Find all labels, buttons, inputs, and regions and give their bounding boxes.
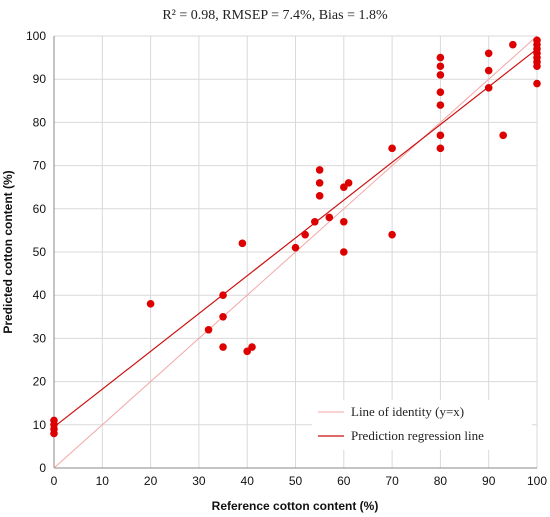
x-tick-label: 80 bbox=[434, 474, 448, 488]
y-tick-label: 100 bbox=[26, 29, 46, 43]
y-tick-label: 40 bbox=[33, 288, 47, 302]
series-lines bbox=[53, 35, 538, 469]
data-point bbox=[388, 144, 396, 153]
y-tick-label: 0 bbox=[39, 461, 46, 475]
data-point bbox=[315, 179, 324, 187]
y-tick-label: 20 bbox=[33, 375, 47, 389]
y-tick-label: 70 bbox=[33, 159, 47, 173]
data-point bbox=[315, 192, 324, 200]
x-tick-label: 30 bbox=[192, 474, 206, 488]
y-tick-label: 30 bbox=[33, 331, 47, 345]
data-point bbox=[499, 131, 507, 140]
x-tick-label: 40 bbox=[241, 474, 255, 488]
data-point bbox=[436, 131, 445, 140]
x-tick-label: 20 bbox=[144, 474, 158, 488]
data-point bbox=[146, 300, 155, 308]
data-point bbox=[509, 40, 517, 49]
data-point bbox=[311, 217, 319, 226]
data-point bbox=[533, 62, 541, 71]
x-tick-label: 10 bbox=[96, 474, 110, 488]
y-tick-label: 60 bbox=[33, 202, 47, 216]
data-point bbox=[484, 49, 493, 58]
legend-label: Line of identity (y=x) bbox=[351, 404, 464, 419]
data-point bbox=[325, 213, 334, 222]
data-point bbox=[340, 248, 348, 256]
chart-title: R² = 0.98, RMSEP = 7.4%, Bias = 1.8% bbox=[162, 8, 388, 23]
y-tick-label: 90 bbox=[33, 72, 47, 86]
data-point bbox=[219, 343, 227, 351]
legend-label: Prediction regression line bbox=[351, 428, 484, 443]
data-point bbox=[436, 88, 445, 96]
legend: Line of identity (y=x) Prediction regress… bbox=[312, 400, 532, 450]
x-tick-label: 50 bbox=[289, 474, 303, 488]
data-point bbox=[291, 243, 300, 252]
y-tick-label: 10 bbox=[33, 418, 47, 432]
data-point bbox=[340, 217, 348, 226]
data-point bbox=[436, 62, 445, 71]
y-tick-label: 80 bbox=[33, 115, 47, 129]
data-point bbox=[204, 325, 213, 334]
data-point bbox=[436, 101, 445, 109]
x-tick-label: 100 bbox=[527, 474, 547, 488]
data-point bbox=[243, 347, 251, 356]
data-point bbox=[484, 66, 493, 75]
x-axis-label: Reference cotton content (%) bbox=[212, 499, 379, 513]
data-point bbox=[388, 230, 396, 239]
data-point bbox=[315, 166, 324, 174]
tick-labels: 0 10 20 30 40 50 60 70 80 90 100 0 10 20 30 40 50 60 70 80 9… bbox=[26, 29, 547, 488]
y-tick-label: 50 bbox=[33, 245, 47, 259]
data-point bbox=[436, 144, 445, 153]
data-point bbox=[533, 79, 541, 88]
data-point bbox=[219, 313, 227, 321]
data-point bbox=[340, 183, 348, 191]
data-point bbox=[248, 343, 256, 351]
data-point bbox=[238, 239, 247, 248]
data-point bbox=[484, 84, 493, 92]
data-point bbox=[436, 71, 445, 79]
y-axis-label: Predicted cotton content (%) bbox=[1, 170, 15, 333]
data-point bbox=[344, 179, 353, 187]
x-tick-label: 60 bbox=[337, 474, 351, 488]
x-tick-label: 90 bbox=[482, 474, 496, 488]
grid bbox=[53, 35, 538, 469]
x-tick-label: 0 bbox=[51, 474, 58, 488]
data-point bbox=[301, 230, 309, 239]
data-point bbox=[50, 416, 58, 425]
x-tick-label: 70 bbox=[385, 474, 399, 488]
data-point bbox=[219, 291, 227, 300]
regression-line bbox=[53, 48, 538, 428]
identity-line bbox=[53, 35, 538, 469]
legend-background bbox=[312, 400, 532, 450]
data-point bbox=[436, 53, 445, 62]
data-points bbox=[50, 36, 541, 438]
